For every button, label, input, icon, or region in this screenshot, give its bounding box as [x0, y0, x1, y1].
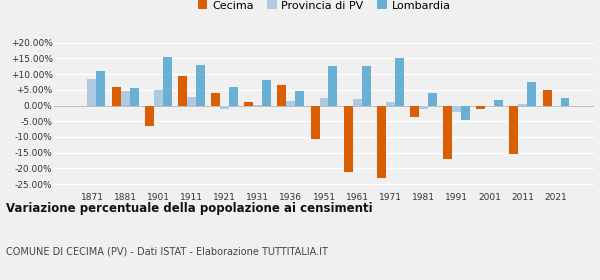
Bar	[527, 82, 536, 106]
Bar	[377, 106, 386, 178]
Bar	[154, 90, 163, 106]
Bar	[476, 106, 485, 109]
Legend: Cecima, Provincia di PV, Lombardia: Cecima, Provincia di PV, Lombardia	[193, 0, 455, 15]
Bar	[485, 106, 494, 107]
Text: COMUNE DI CECIMA (PV) - Dati ISTAT - Elaborazione TUTTITALIA.IT: COMUNE DI CECIMA (PV) - Dati ISTAT - Ela…	[6, 246, 328, 256]
Bar	[428, 93, 437, 106]
Bar	[187, 97, 196, 106]
Bar	[542, 90, 551, 106]
Bar	[320, 98, 328, 106]
Bar	[244, 102, 253, 106]
Bar	[196, 65, 205, 106]
Text: Variazione percentuale della popolazione ai censimenti: Variazione percentuale della popolazione…	[6, 202, 373, 214]
Bar	[461, 106, 470, 120]
Bar	[88, 79, 97, 106]
Bar	[295, 91, 304, 106]
Bar	[551, 106, 560, 107]
Bar	[121, 91, 130, 106]
Bar	[518, 104, 527, 106]
Bar	[410, 106, 419, 116]
Bar	[220, 106, 229, 109]
Bar	[97, 71, 106, 106]
Bar	[362, 66, 371, 106]
Bar	[262, 80, 271, 106]
Bar	[494, 100, 503, 106]
Bar	[277, 85, 286, 106]
Bar	[344, 106, 353, 172]
Bar	[328, 66, 337, 106]
Bar	[386, 102, 395, 106]
Bar	[163, 57, 172, 106]
Bar	[443, 106, 452, 159]
Bar	[311, 106, 320, 139]
Bar	[560, 98, 569, 106]
Bar	[419, 106, 428, 109]
Bar	[353, 99, 362, 106]
Bar	[452, 106, 461, 112]
Bar	[286, 101, 295, 106]
Bar	[229, 87, 238, 106]
Bar	[178, 76, 187, 106]
Bar	[130, 88, 139, 106]
Bar	[509, 106, 518, 154]
Bar	[395, 59, 404, 106]
Bar	[112, 87, 121, 106]
Bar	[253, 105, 262, 106]
Bar	[211, 93, 220, 106]
Bar	[145, 106, 154, 126]
